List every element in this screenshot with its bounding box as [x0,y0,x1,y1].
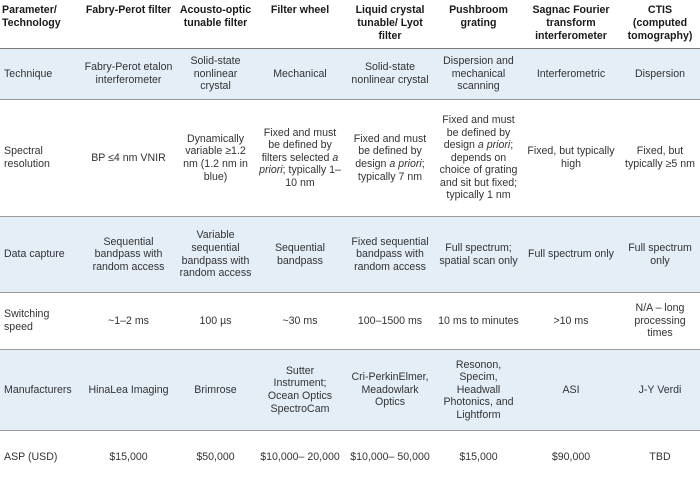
table-cell: HinaLea Imaging [81,350,176,431]
table-cell: Full spectrum only [620,217,700,293]
table-cell: Fixed sequential bandpass with random ac… [345,217,435,293]
table-cell: ASI [522,350,620,431]
table-row: ASP (USD) $15,000 $50,000 $10,000– 20,00… [0,431,700,483]
table-cell: $15,000 [435,431,522,483]
table-cell: Mechanical [255,49,345,100]
table-row: Switching speed ~1–2 ms 100 µs ~30 ms 10… [0,293,700,350]
table-cell: >10 ms [522,293,620,350]
table-cell: J-Y Verdi [620,350,700,431]
table-cell: 10 ms to minutes [435,293,522,350]
table-cell: Dynamically variable ≥1.2 nm (1.2 nm in … [176,100,255,217]
table-cell: N/A – long processing times [620,293,700,350]
table-cell: BP ≤4 nm VNIR [81,100,176,217]
table-cell: Solid-state nonlinear crystal [176,49,255,100]
header-cell: Sagnac Fourier transform interferometer [522,0,620,49]
table-cell: Cri-PerkinElmer, Meadowlark Optics [345,350,435,431]
row-label: ASP (USD) [0,431,81,483]
row-label: Data capture [0,217,81,293]
italic-term: a priori [389,158,421,170]
table-cell: $50,000 [176,431,255,483]
table-cell: Sequential bandpass [255,217,345,293]
table-cell: Interferometric [522,49,620,100]
header-cell: Parameter/ Technology [0,0,81,49]
table-cell: Fabry-Perot etalon interferometer [81,49,176,100]
table-cell: Dispersion [620,49,700,100]
table-cell: Resonon, Specim, Headwall Photonics, and… [435,350,522,431]
table-cell: ~1–2 ms [81,293,176,350]
table-cell: $10,000– 20,000 [255,431,345,483]
table-cell: Fixed and must be defined by filters sel… [255,100,345,217]
header-cell: Pushbroom grating [435,0,522,49]
table-cell: Full spectrum; spatial scan only [435,217,522,293]
header-row: Parameter/ Technology Fabry-Perot filter… [0,0,700,49]
table-cell: Sutter Instrument; Ocean Optics SpectroC… [255,350,345,431]
table-cell: 100–1500 ms [345,293,435,350]
table-cell: Fixed and must be defined by design a pr… [345,100,435,217]
table-cell: Dispersion and mechanical scanning [435,49,522,100]
table-row: Manufacturers HinaLea Imaging Brimrose S… [0,350,700,431]
row-label: Manufacturers [0,350,81,431]
header-cell: Fabry-Perot filter [81,0,176,49]
table-cell: $10,000– 50,000 [345,431,435,483]
header-cell: CTIS (computed tomography) [620,0,700,49]
row-label: Spectral resolution [0,100,81,217]
table-row: Data capture Sequential bandpass with ra… [0,217,700,293]
table-cell: Fixed, but typically high [522,100,620,217]
header-cell: Acousto-optic tunable filter [176,0,255,49]
italic-term: a priori [259,152,338,177]
table-row: Spectral resolution BP ≤4 nm VNIR Dynami… [0,100,700,217]
row-label: Switching speed [0,293,81,350]
header-cell: Liquid crystal tunable/ Lyot filter [345,0,435,49]
table-cell: Full spectrum only [522,217,620,293]
row-label: Technique [0,49,81,100]
italic-term: a priori [478,139,510,151]
table-cell: Solid-state nonlinear crystal [345,49,435,100]
table-cell: Fixed, but typically ≥5 nm [620,100,700,217]
table-cell: Fixed and must be defined by design a pr… [435,100,522,217]
table-row: Technique Fabry-Perot etalon interferome… [0,49,700,100]
table-cell: TBD [620,431,700,483]
header-cell: Filter wheel [255,0,345,49]
table-cell: Variable sequential bandpass with random… [176,217,255,293]
table-cell: ~30 ms [255,293,345,350]
table-cell: Sequential bandpass with random access [81,217,176,293]
table-cell: Brimrose [176,350,255,431]
table-cell: $90,000 [522,431,620,483]
table-cell: 100 µs [176,293,255,350]
table-cell: $15,000 [81,431,176,483]
